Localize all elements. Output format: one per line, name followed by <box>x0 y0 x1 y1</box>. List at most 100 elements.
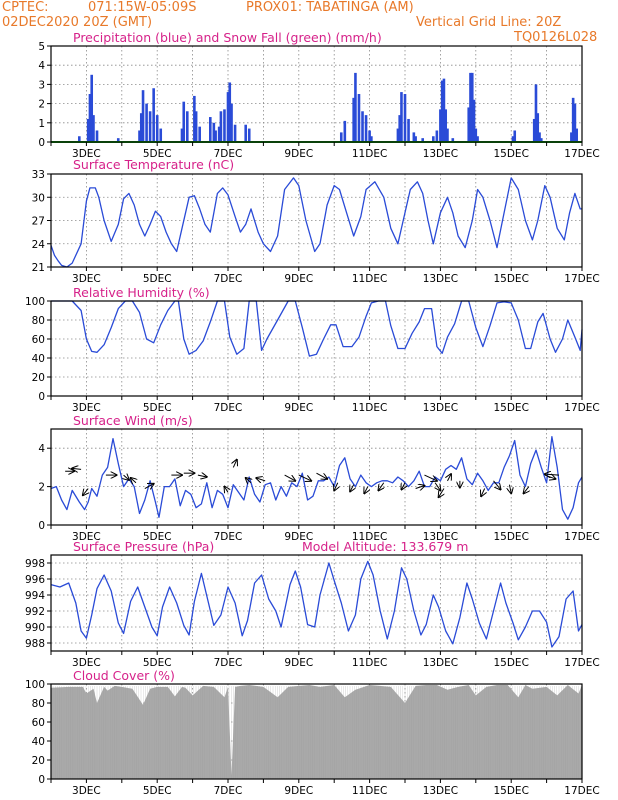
precip-bar <box>442 78 446 142</box>
x-tick-label: 15DEC <box>493 657 528 669</box>
panel-humidity: Relative Humidity (%) 0 20 40 60 80 100 3DEC 5DE… <box>25 285 600 414</box>
x-tick-label: 7DEC <box>214 402 243 414</box>
panel-pressure: Surface Pressure (hPa) Model Altitude: 13… <box>25 539 600 669</box>
wind-arrow <box>72 468 82 469</box>
x-tick-label: 3DEC <box>72 785 101 797</box>
y-tick-label: 40 <box>32 353 45 365</box>
header-date: 02DEC2020 20Z (GMT) <box>2 15 153 30</box>
precip-bar <box>194 111 198 142</box>
x-tick-label: 9DEC <box>284 273 313 285</box>
x-tick-label: 15DEC <box>493 531 528 543</box>
precip-bar <box>159 128 163 142</box>
cloud-cover-frame <box>50 683 583 780</box>
y-tick-label: 60 <box>32 334 45 346</box>
precip-bar <box>513 130 517 142</box>
x-tick-label: 13DEC <box>423 273 458 285</box>
y-tick-label: 996 <box>25 574 45 586</box>
y-tick-label: 24 <box>32 239 46 251</box>
x-tick-label: 9DEC <box>284 785 313 797</box>
pressure-title: Surface Pressure (hPa) <box>73 539 214 554</box>
y-tick-label: 4 <box>38 443 45 455</box>
x-tick-label: 17DEC <box>564 402 599 414</box>
precip-bar <box>198 126 201 142</box>
pressure-line <box>50 560 583 648</box>
precip-bar <box>412 132 416 142</box>
x-tick-label: 7DEC <box>214 785 243 797</box>
precip-bar <box>244 124 247 142</box>
precip-bar <box>116 138 120 142</box>
x-tick-label: 3DEC <box>72 273 101 285</box>
precip-bar <box>407 118 410 142</box>
precip-bar <box>226 92 230 142</box>
wind-arrow <box>83 488 88 496</box>
wind-arrow <box>144 484 154 489</box>
header-model-code: TQ0126L028 <box>514 30 598 45</box>
precip-bar <box>364 115 368 142</box>
precip-bar <box>138 130 141 142</box>
x-tick-label: 11DEC <box>352 402 387 414</box>
x-tick-label: 5DEC <box>143 273 172 285</box>
x-tick-label: 5DEC <box>143 657 172 669</box>
precip-bar <box>217 126 221 142</box>
header-grid-line: Vertical Grid Line: 20Z <box>416 15 562 30</box>
y-tick-label: 994 <box>25 590 45 602</box>
panel-temperature: Surface Temperature (nC) 21 24 27 30 33 3DEC 5D… <box>32 157 600 285</box>
precip-bar <box>474 128 478 142</box>
y-tick-label: 80 <box>32 315 45 327</box>
precip-bar <box>228 82 232 142</box>
wind-arrow <box>224 487 228 493</box>
precip-bar <box>339 132 343 142</box>
wind-arrow <box>481 488 485 497</box>
pressure-subtitle: Model Altitude: 133.679 m <box>302 539 468 554</box>
wind-arrow <box>439 488 444 498</box>
precip-bar <box>432 136 435 142</box>
wind-arrow <box>509 484 511 494</box>
precip-bar <box>212 122 216 142</box>
y-tick-label: 100 <box>25 296 45 308</box>
precip-bar <box>145 103 148 142</box>
precip-bar <box>570 132 573 142</box>
y-tick-label: 20 <box>32 755 45 767</box>
wind-arrow <box>284 474 296 481</box>
precip-bar <box>354 72 357 142</box>
wind-frame <box>50 428 583 526</box>
y-tick-label: 2 <box>38 482 45 494</box>
precip-bar <box>92 115 95 142</box>
precip-bar <box>141 90 145 142</box>
y-tick-label: 0 <box>38 391 45 403</box>
header-coordinates: 071:15W-05:09S <box>88 0 197 15</box>
precip-bar <box>209 117 212 142</box>
temperature-title: Surface Temperature (nC) <box>73 157 234 172</box>
precip-bar <box>343 120 347 142</box>
humidity-line <box>51 300 583 357</box>
precip-bar <box>414 136 417 142</box>
precip-bar <box>148 111 152 142</box>
wind-arrow <box>545 474 560 475</box>
x-tick-label: 17DEC <box>564 273 599 285</box>
x-tick-label: 5DEC <box>143 531 172 543</box>
wind-arrow <box>401 482 405 490</box>
precip-bar <box>403 94 407 142</box>
precip-bar <box>398 115 401 142</box>
x-tick-label: 5DEC <box>143 402 172 414</box>
x-tick-label: 13DEC <box>423 148 458 160</box>
precip-bar <box>185 111 189 142</box>
y-tick-label: 21 <box>32 262 45 274</box>
x-tick-label: 13DEC <box>423 531 458 543</box>
wind-arrow <box>233 460 237 468</box>
precip-bar <box>139 113 143 142</box>
x-tick-label: 11DEC <box>352 148 387 160</box>
precip-bar <box>467 107 471 142</box>
precip-bar <box>155 115 159 142</box>
wind-arrow <box>298 474 311 481</box>
precip-bar <box>444 109 448 142</box>
x-tick-label: 13DEC <box>423 785 458 797</box>
x-tick-label: 15DEC <box>493 402 528 414</box>
wind-arrow <box>447 474 451 482</box>
pressure-frame <box>50 554 583 652</box>
humidity-frame <box>50 300 583 397</box>
precip-bar <box>451 138 455 142</box>
precip-bar <box>233 124 237 142</box>
header-station: PROX01: TABATINGA (AM) <box>246 0 414 15</box>
